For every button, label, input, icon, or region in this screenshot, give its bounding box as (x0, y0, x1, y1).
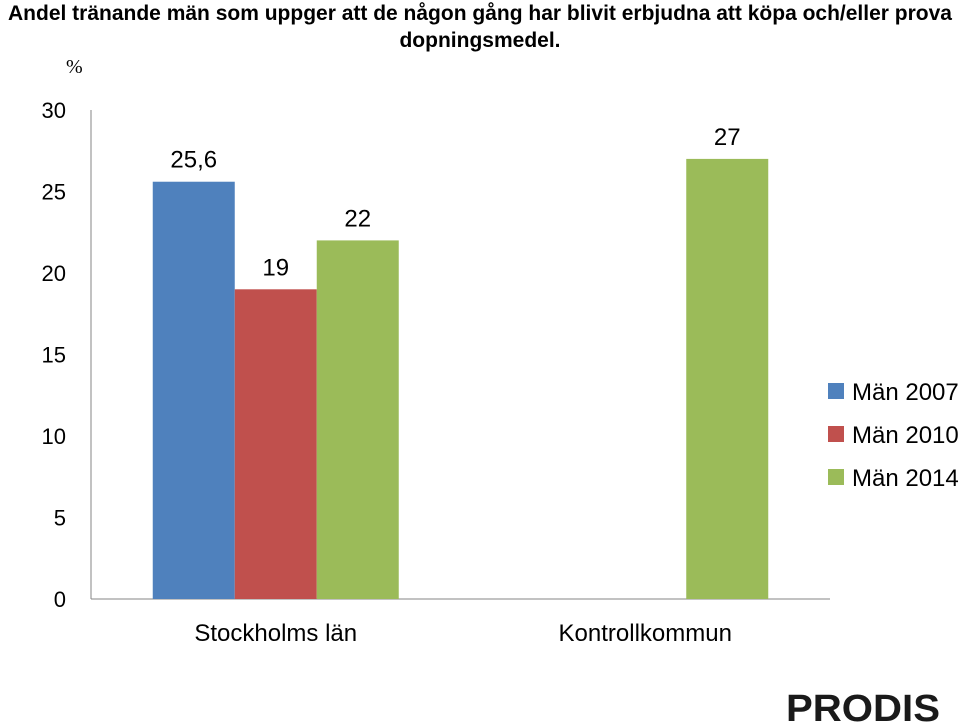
legend-label: Män 2007 (852, 379, 959, 406)
chart-title-line-2: dopningsmedel. (399, 29, 561, 52)
bar-chart: 0 5 10 15 20 25 30 25,6 19 22 Stockholms län 27 Kont… (42, 98, 959, 647)
chart-title: Andel tränande män som uppger att de någ… (0, 0, 960, 54)
data-label: 27 (714, 124, 741, 151)
y-tick-label: 0 (54, 587, 66, 612)
legend-swatch (828, 469, 844, 485)
x-category-label: Kontrollkommun (559, 620, 732, 647)
bar (152, 181, 235, 599)
y-tick-label: 5 (54, 506, 66, 531)
chart-title-line-1: Andel tränande män som uppger att de någ… (8, 2, 952, 25)
legend-swatch (828, 426, 844, 442)
y-axis-unit-label: % (66, 56, 83, 78)
prodis-logo: PRODIS (786, 690, 940, 724)
y-tick-label: 25 (42, 180, 66, 205)
y-tick-label: 30 (42, 98, 66, 123)
data-label: 25,6 (170, 147, 217, 174)
bar (686, 158, 769, 599)
data-label: 22 (344, 205, 371, 232)
legend-swatch (828, 383, 844, 399)
legend-label: Män 2014 (852, 465, 959, 492)
y-tick-label: 10 (42, 424, 66, 449)
bar (316, 240, 399, 599)
svg-text:PRODIS: PRODIS (786, 690, 940, 724)
legend-label: Män 2010 (852, 422, 959, 449)
y-tick-label: 15 (42, 343, 66, 368)
x-category-label: Stockholms län (194, 620, 357, 647)
y-tick-label: 20 (42, 261, 66, 286)
bar (234, 289, 317, 599)
data-label: 19 (262, 254, 289, 281)
